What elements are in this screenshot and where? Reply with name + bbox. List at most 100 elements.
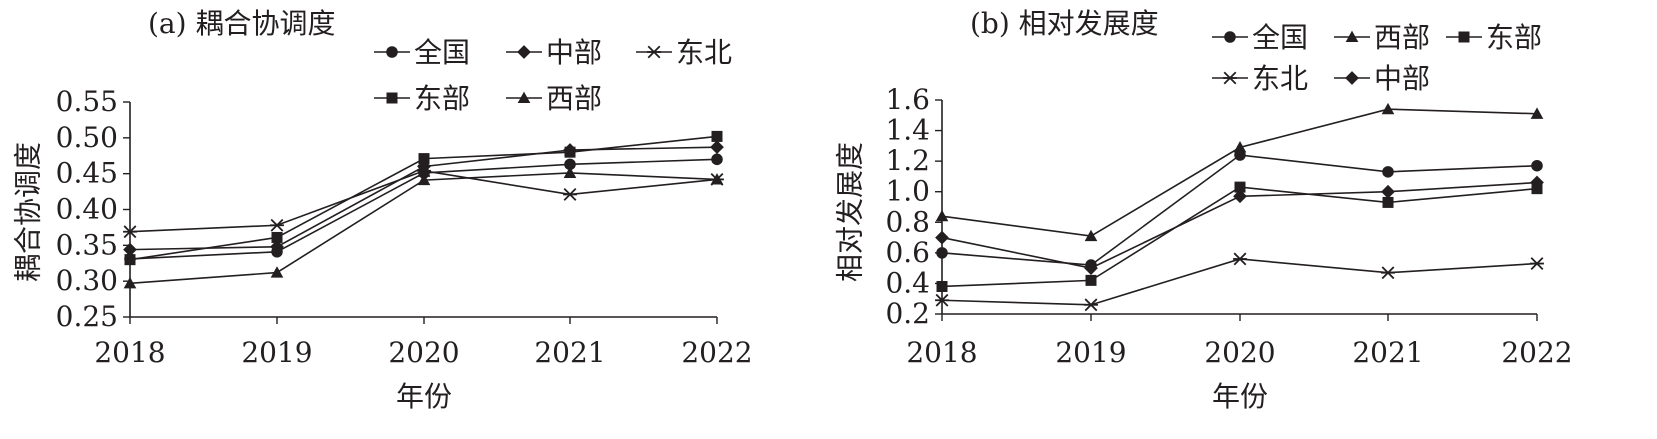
data-point-shape	[711, 130, 723, 142]
y-tick-label: 1.4	[885, 114, 930, 147]
legend-item: 东北	[1212, 62, 1308, 95]
y-tick-label: 0.55	[56, 85, 118, 118]
legend-marker-shape	[386, 46, 398, 58]
legend-marker	[386, 92, 398, 104]
y-axis-title: 相对发展度	[834, 142, 867, 282]
data-point	[1530, 257, 1544, 270]
series-line	[941, 258, 1538, 306]
data-point	[1233, 141, 1247, 153]
series-square	[124, 130, 723, 266]
legend-marker	[1345, 71, 1359, 85]
y-tick-label: 0.4	[885, 266, 930, 299]
x-tick-label: 2020	[388, 336, 459, 369]
data-point-shape	[710, 140, 724, 155]
x-tick-label: 2022	[1501, 336, 1572, 369]
legend-marker	[1224, 31, 1236, 43]
x-tick-label: 2020	[1204, 336, 1275, 369]
x-tick-label: 2022	[681, 336, 752, 369]
legend-marker	[1458, 31, 1470, 43]
legend-item: 西部	[1334, 21, 1430, 54]
x-tick-label: 2018	[906, 336, 977, 369]
legend-item: 西部	[506, 82, 602, 115]
y-tick-label: 0.30	[56, 264, 118, 297]
data-point	[1382, 166, 1394, 178]
data-point-shape	[563, 166, 577, 179]
data-point-shape	[271, 231, 283, 243]
panel-a-coupling-coordination: 0.250.300.350.400.450.500.55 2018 2019 2020…	[12, 7, 753, 413]
data-point	[270, 239, 284, 254]
legend-marker	[517, 91, 531, 104]
legend-label: 西部	[546, 82, 602, 115]
data-point-shape	[1084, 261, 1098, 276]
legend-item: 东部	[1446, 21, 1542, 54]
data-point	[711, 153, 723, 166]
data-point	[123, 242, 137, 257]
legend-item: 中部	[506, 36, 602, 69]
legend-marker-shape	[1345, 30, 1359, 43]
data-point	[1382, 196, 1394, 208]
legend-marker-shape	[1458, 31, 1470, 43]
y-tick-label: 0.8	[885, 205, 930, 238]
data-point	[1530, 175, 1544, 190]
series-circle	[936, 149, 1543, 271]
legend-marker-shape	[1345, 71, 1359, 85]
legend-marker	[386, 46, 398, 58]
data-point	[563, 188, 577, 201]
data-point	[710, 140, 724, 155]
y-tick-label: 0.25	[56, 300, 118, 333]
data-point-shape	[1233, 189, 1247, 204]
panel-title: (a) 耦合协调度	[148, 7, 335, 40]
x-tick-label: 2019	[1055, 336, 1126, 369]
x-axis-title: 年份	[1212, 380, 1268, 413]
legend-label: 中部	[1374, 62, 1430, 95]
legend-label: 西部	[1374, 21, 1430, 54]
data-point-shape	[935, 209, 949, 222]
series-asterisk	[935, 252, 1544, 312]
panel-b-relative-development: 0.20.40.60.81.01.21.41.6 2018 2019 2020 2021…	[834, 7, 1573, 413]
legend-label: 东部	[414, 82, 470, 115]
x-tick-label: 2021	[1352, 336, 1423, 369]
y-tick-label: 0.45	[56, 157, 118, 190]
data-point	[1233, 189, 1247, 204]
data-point-shape	[1381, 102, 1395, 115]
data-point	[564, 158, 576, 171]
data-point-shape	[1530, 107, 1544, 119]
data-point	[935, 230, 949, 245]
legend-marker	[1223, 71, 1237, 85]
legend-label: 全国	[414, 36, 470, 69]
data-point-shape	[1531, 159, 1543, 172]
data-point	[935, 293, 949, 307]
data-point-shape	[1381, 184, 1395, 199]
data-point	[270, 266, 284, 278]
series-triangle	[935, 102, 1544, 242]
data-point	[936, 280, 948, 292]
x-axis-title: 年份	[396, 380, 452, 413]
series-triangle	[123, 166, 724, 289]
legend-label: 全国	[1252, 21, 1308, 54]
data-point	[123, 276, 137, 289]
data-point	[711, 130, 723, 142]
data-point	[1084, 229, 1098, 242]
data-point	[1530, 107, 1544, 119]
legend-marker	[1345, 30, 1359, 43]
data-point-shape	[418, 153, 430, 165]
data-point-shape	[123, 242, 137, 257]
series-diamond	[935, 175, 1544, 276]
legend-label: 中部	[546, 36, 602, 69]
y-tick-label: 1.2	[885, 144, 930, 177]
legend-item: 全国	[1212, 21, 1308, 54]
data-point	[271, 231, 283, 243]
data-point-shape	[123, 276, 137, 289]
y-tick-label: 1.6	[885, 83, 930, 116]
legend-marker-shape	[1224, 31, 1236, 43]
data-point	[936, 247, 948, 259]
data-point-shape	[710, 173, 724, 185]
data-point-shape	[1382, 196, 1394, 208]
legend-item: 东北	[636, 36, 732, 69]
series-line	[941, 108, 1538, 237]
y-tick-label: 0.2	[885, 297, 930, 330]
y-tick-label: 0.40	[56, 193, 118, 226]
data-point	[417, 164, 431, 178]
